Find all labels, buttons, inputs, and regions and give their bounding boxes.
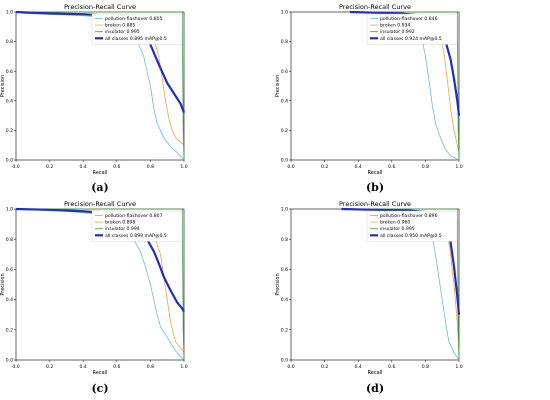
y-tick-label: 0.0 — [281, 358, 288, 364]
panel-label: (b) — [365, 181, 385, 194]
chart-panel: Precision-Recall Curve 0.0 0.2 0.4 0.6 0.8 1.0… — [0, 0, 196, 180]
legend-label: insulator 0.992 — [380, 29, 415, 35]
panel-label: (c) — [91, 382, 109, 395]
x-tick-label: 0.8 — [147, 164, 154, 170]
legend-label: all classes 0.899 mAP@0.5 — [105, 233, 167, 239]
y-tick-label: 0.0 — [6, 358, 13, 364]
legend-label: all classes 0.950 mAP@0.5 — [380, 233, 442, 239]
pr-curve-chart: Precision-Recall Curve 0.0 0.2 0.4 0.6 0.8 1.0… — [0, 200, 188, 376]
legend-label: pollution-flashover 0.896 — [380, 213, 438, 219]
x-tick-label: 0.0 — [12, 164, 19, 170]
legend-label: pollution-flashover 0.846 — [380, 16, 438, 22]
legend-label: pollution-flashover 0.805 — [105, 16, 163, 22]
series-line — [15, 208, 185, 361]
x-tick-label: 0.0 — [287, 164, 294, 170]
y-axis-label: Precision — [0, 273, 6, 295]
x-tick-label: 0.8 — [147, 364, 154, 370]
y-tick-label: 0.8 — [6, 237, 13, 243]
y-tick-label: 0.2 — [281, 128, 288, 134]
x-tick-label: 0.6 — [388, 164, 395, 170]
x-tick-label: 0.2 — [321, 364, 328, 370]
chart-title: Precision-Recall Curve — [64, 3, 136, 11]
y-axis-label: Precision — [0, 75, 6, 97]
legend-box — [366, 13, 458, 45]
pr-curve-chart: Precision-Recall Curve 0.0 0.2 0.4 0.6 0.8 1.0… — [275, 3, 463, 176]
y-tick-label: 0.4 — [6, 98, 13, 104]
x-axis-label: Recall — [93, 170, 108, 176]
legend-label: broken 0.934 — [380, 23, 410, 29]
y-tick-label: 0.2 — [6, 128, 13, 134]
y-tick-label: 0.8 — [281, 237, 288, 243]
x-tick-label: 1.0 — [455, 364, 462, 370]
x-axis-label: Recall — [93, 370, 108, 376]
x-tick-label: 0.6 — [113, 364, 120, 370]
legend-label: all classes 0.924 mAP@0.5 — [380, 36, 442, 42]
y-tick-label: 0.6 — [281, 267, 288, 273]
series-line — [16, 11, 185, 161]
x-tick-label: 0.2 — [46, 164, 53, 170]
x-tick-label: 1.0 — [180, 164, 187, 170]
x-tick-label: 0.8 — [422, 164, 429, 170]
x-tick-label: 0.0 — [287, 364, 294, 370]
y-tick-label: 0.6 — [6, 267, 13, 273]
series-line — [16, 208, 185, 361]
chart-title: Precision-Recall Curve — [339, 200, 411, 208]
y-tick-label: 1.0 — [6, 10, 13, 16]
legend-label: insulator 0.995 — [105, 29, 140, 35]
chart-panel: Precision-Recall Curve 0.0 0.2 0.4 0.6 0.8 1.0… — [275, 197, 471, 380]
x-axis-label: Recall — [368, 370, 383, 376]
x-tick-label: 0.4 — [355, 164, 362, 170]
pr-curve-chart: Precision-Recall Curve 0.0 0.2 0.4 0.6 0.8 1.0… — [0, 3, 188, 176]
y-tick-label: 0.2 — [6, 327, 13, 333]
panel-label: (d) — [365, 382, 385, 395]
chart-panel: Precision-Recall Curve 0.0 0.2 0.4 0.6 0.8 1.0… — [0, 197, 196, 380]
legend-box — [91, 13, 183, 45]
y-tick-label: 0.8 — [6, 39, 13, 45]
legend-label: all classes 0.895 mAP@0.5 — [105, 36, 167, 42]
legend-label: insulator 0.995 — [380, 226, 415, 232]
y-tick-label: 1.0 — [281, 207, 288, 213]
y-tick-label: 0.0 — [281, 158, 288, 164]
chart-title: Precision-Recall Curve — [339, 3, 411, 11]
y-tick-label: 0.4 — [6, 297, 13, 303]
legend-label: broken 0.898 — [105, 220, 135, 226]
chart-title: Precision-Recall Curve — [64, 200, 136, 208]
x-tick-label: 0.2 — [321, 164, 328, 170]
legend-label: pollution-flashover 0.807 — [105, 213, 163, 219]
legend-box — [91, 210, 183, 242]
chart-panel: Precision-Recall Curve 0.0 0.2 0.4 0.6 0.8 1.0… — [275, 0, 471, 180]
x-tick-label: 1.0 — [180, 364, 187, 370]
y-tick-label: 0.4 — [281, 297, 288, 303]
x-tick-label: 0.0 — [12, 364, 19, 370]
pr-curve-chart: Precision-Recall Curve 0.0 0.2 0.4 0.6 0.8 1.0… — [275, 200, 463, 376]
x-axis-label: Recall — [368, 170, 383, 176]
x-tick-label: 0.6 — [113, 164, 120, 170]
x-tick-label: 0.4 — [355, 364, 362, 370]
x-tick-label: 0.6 — [388, 364, 395, 370]
legend-box — [366, 210, 458, 242]
series-line — [15, 11, 185, 161]
x-tick-label: 0.4 — [80, 164, 87, 170]
y-tick-label: 0.6 — [281, 69, 288, 75]
x-tick-label: 0.2 — [46, 364, 53, 370]
y-axis-label: Precision — [275, 273, 281, 295]
legend-label: broken 0.885 — [105, 23, 135, 29]
y-axis-label: Precision — [275, 75, 281, 97]
x-tick-label: 1.0 — [455, 164, 462, 170]
y-tick-label: 1.0 — [281, 10, 288, 16]
legend-label: broken 0.960 — [380, 220, 410, 226]
y-tick-label: 0.4 — [281, 98, 288, 104]
x-tick-label: 0.4 — [80, 364, 87, 370]
y-tick-label: 0.8 — [281, 39, 288, 45]
x-tick-label: 0.8 — [422, 364, 429, 370]
legend-label: insulator 0.994 — [105, 226, 140, 232]
panel-label: (a) — [91, 181, 109, 194]
y-tick-label: 0.0 — [6, 158, 13, 164]
y-tick-label: 1.0 — [6, 207, 13, 213]
y-tick-label: 0.6 — [6, 69, 13, 75]
y-tick-label: 0.2 — [281, 327, 288, 333]
